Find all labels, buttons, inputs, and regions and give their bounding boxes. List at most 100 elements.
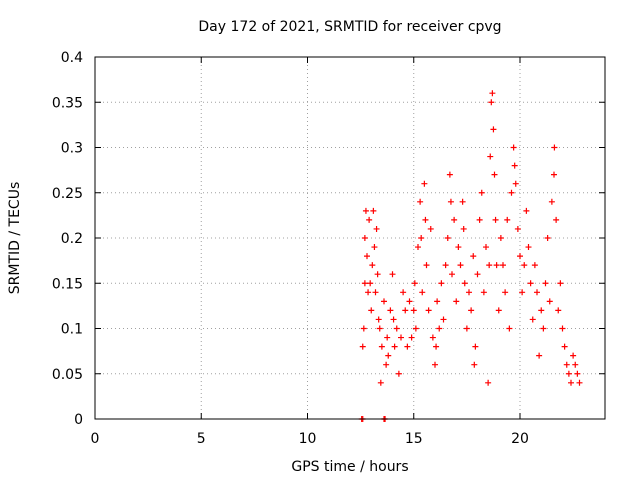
data-point [389,271,396,278]
data-point [366,216,373,223]
data-point [415,244,421,251]
data-point [376,325,383,332]
data-point [434,298,441,305]
data-point [497,235,504,241]
data-point [408,334,415,341]
data-point [410,307,417,314]
data-point [412,325,419,332]
data-point [506,325,513,332]
data-point [476,216,483,223]
grid [95,57,605,419]
data-point [534,289,540,296]
data-point [511,162,518,169]
x-tick-label: 10 [299,431,317,447]
data-point [419,289,426,296]
data-point [563,361,570,368]
data-point [521,262,528,269]
data-point [508,189,515,196]
data-point [369,262,376,269]
data-point [423,262,430,269]
data-point [538,307,545,314]
data-point [387,307,394,314]
data-point [466,289,472,296]
data-point [551,144,558,151]
data-point [478,189,485,196]
y-tick-label: 0.3 [61,141,83,157]
data-point [576,379,583,386]
data-points [358,90,583,422]
data-point [371,244,378,251]
data-point [500,262,506,269]
data-point [461,280,468,287]
data-point [487,153,494,160]
data-point [485,379,492,386]
chart-title: Day 172 of 2021, SRMTID for receiver cpv… [198,19,501,35]
data-point [492,216,499,223]
axis-ticks: 0 0.05 0.1 0.15 0.2 0.25 0.3 0.35 0.4 0 5 10 15 20 [52,50,605,447]
data-point [491,171,498,178]
y-tick-label: 0 [74,412,83,428]
data-point [417,198,424,205]
data-point [449,271,455,278]
data-point [368,307,375,314]
x-tick-label: 5 [197,431,206,447]
data-point [525,244,532,251]
data-point [400,289,407,296]
data-point [432,361,438,368]
data-point [359,343,366,350]
data-point [557,280,564,287]
data-point [490,126,497,133]
data-point [463,325,470,332]
data-point [565,370,572,377]
x-tick-label: 20 [511,431,529,447]
data-point [427,225,434,232]
data-point [374,271,381,278]
data-point [370,207,377,214]
y-tick-label: 0.1 [61,322,83,338]
data-point [453,298,460,305]
data-point [361,280,368,287]
data-point [523,207,530,214]
data-point [470,253,477,260]
data-point [504,216,511,223]
data-point [391,343,398,350]
data-point [367,280,374,287]
data-point [393,325,400,332]
data-point [472,343,479,350]
data-point [377,379,384,386]
data-point [551,171,557,178]
data-point [422,216,429,223]
data-point [510,144,517,151]
data-point [460,225,467,232]
data-point [444,235,451,241]
data-point [360,325,367,332]
data-point [375,316,382,323]
data-point [447,198,454,205]
y-tick-label: 0.4 [61,50,83,66]
data-point [488,99,495,106]
data-point [531,262,538,269]
data-point [519,289,526,296]
data-point [495,307,502,314]
data-point [471,361,478,368]
data-point [570,352,577,359]
y-tick-label: 0.05 [52,367,83,383]
data-point [536,352,543,359]
data-point [436,325,443,332]
data-point [514,225,521,232]
data-point [555,307,562,314]
data-point [459,198,466,205]
data-point [378,343,385,350]
data-point [574,370,581,377]
data-point [362,207,369,214]
data-point [402,307,409,314]
data-point [411,280,418,287]
data-point [483,244,489,251]
data-point [517,253,523,260]
data-point [548,198,555,205]
data-point [451,216,458,223]
data-point [429,334,436,341]
data-point [512,180,519,187]
data-point [489,90,496,97]
